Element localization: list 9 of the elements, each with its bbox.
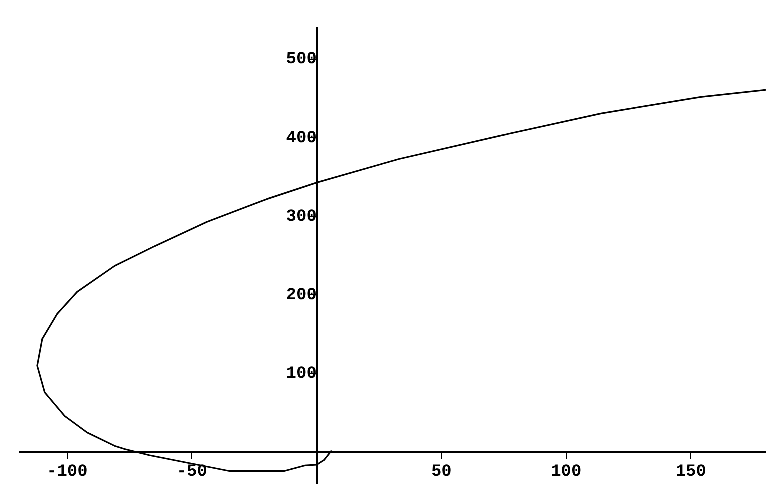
- x-tick-label: 150: [676, 462, 706, 482]
- x-tick-label: 100: [551, 462, 582, 482]
- y-tick-label: 100: [286, 365, 317, 384]
- x-tick-label: 50: [431, 462, 452, 482]
- y-tick-label: 500: [286, 50, 317, 70]
- y-tick-label: 300: [286, 208, 317, 227]
- y-tick-label: 200: [286, 286, 317, 306]
- x-tick-label: -100: [47, 462, 88, 482]
- y-tick-label: 400: [286, 129, 317, 148]
